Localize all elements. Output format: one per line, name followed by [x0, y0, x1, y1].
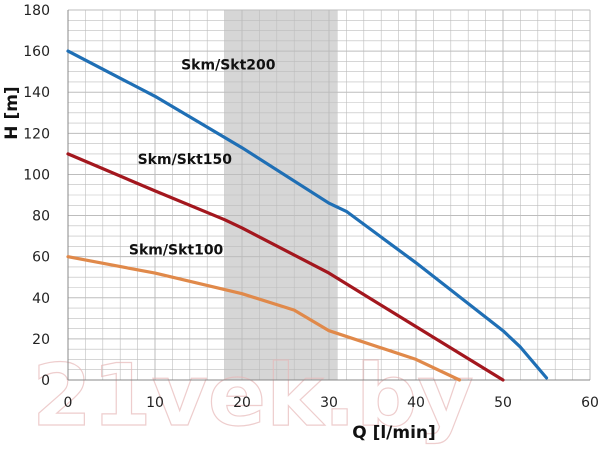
watermark: 21vek.by: [31, 345, 474, 446]
series-line-skm-skt100: [66, 255, 462, 382]
y-tick-label: 160: [23, 44, 50, 60]
y-tick-label: 40: [32, 291, 50, 307]
y-tick-label: 80: [32, 209, 50, 225]
series-lines: [66, 49, 549, 382]
x-tick-label: 0: [64, 395, 73, 411]
y-tick-label: 0: [41, 373, 50, 389]
series-label-skm-skt150: Skm/Skt150: [138, 152, 233, 168]
x-tick-label: 30: [320, 395, 338, 411]
y-tick-label: 180: [23, 3, 50, 19]
series-line-skm-skt200: [66, 49, 549, 380]
y-tick-label: 120: [23, 126, 50, 142]
x-tick-label: 10: [146, 395, 164, 411]
x-tick-label: 60: [581, 395, 599, 411]
series-label-skm-skt200: Skm/Skt200: [181, 58, 276, 74]
y-tick-label: 100: [23, 167, 50, 183]
x-tick-label: 50: [494, 395, 512, 411]
watermark-text: 21vek.by: [32, 346, 474, 446]
y-tick-label: 60: [32, 250, 50, 266]
tick-labels: 0 10 20 30 40 50 60 0 20 40 60 80 100 120 140 160 180: [23, 3, 599, 411]
x-tick-label: 20: [233, 395, 251, 411]
series-label-skm-skt100: Skm/Skt100: [129, 243, 224, 259]
y-tick-label: 140: [23, 85, 50, 101]
x-tick-label: 40: [407, 395, 425, 411]
axis-titles: Q [l/min] H [m]: [2, 86, 436, 443]
series-labels: Skm/Skt200 Skm/Skt150 Skm/Skt100: [129, 58, 276, 259]
x-axis-title: Q [l/min]: [352, 423, 436, 443]
grid: [67, 9, 591, 381]
series-line-skm-skt150: [66, 152, 505, 382]
y-tick-label: 20: [32, 332, 50, 348]
y-axis-title: H [m]: [2, 86, 22, 139]
